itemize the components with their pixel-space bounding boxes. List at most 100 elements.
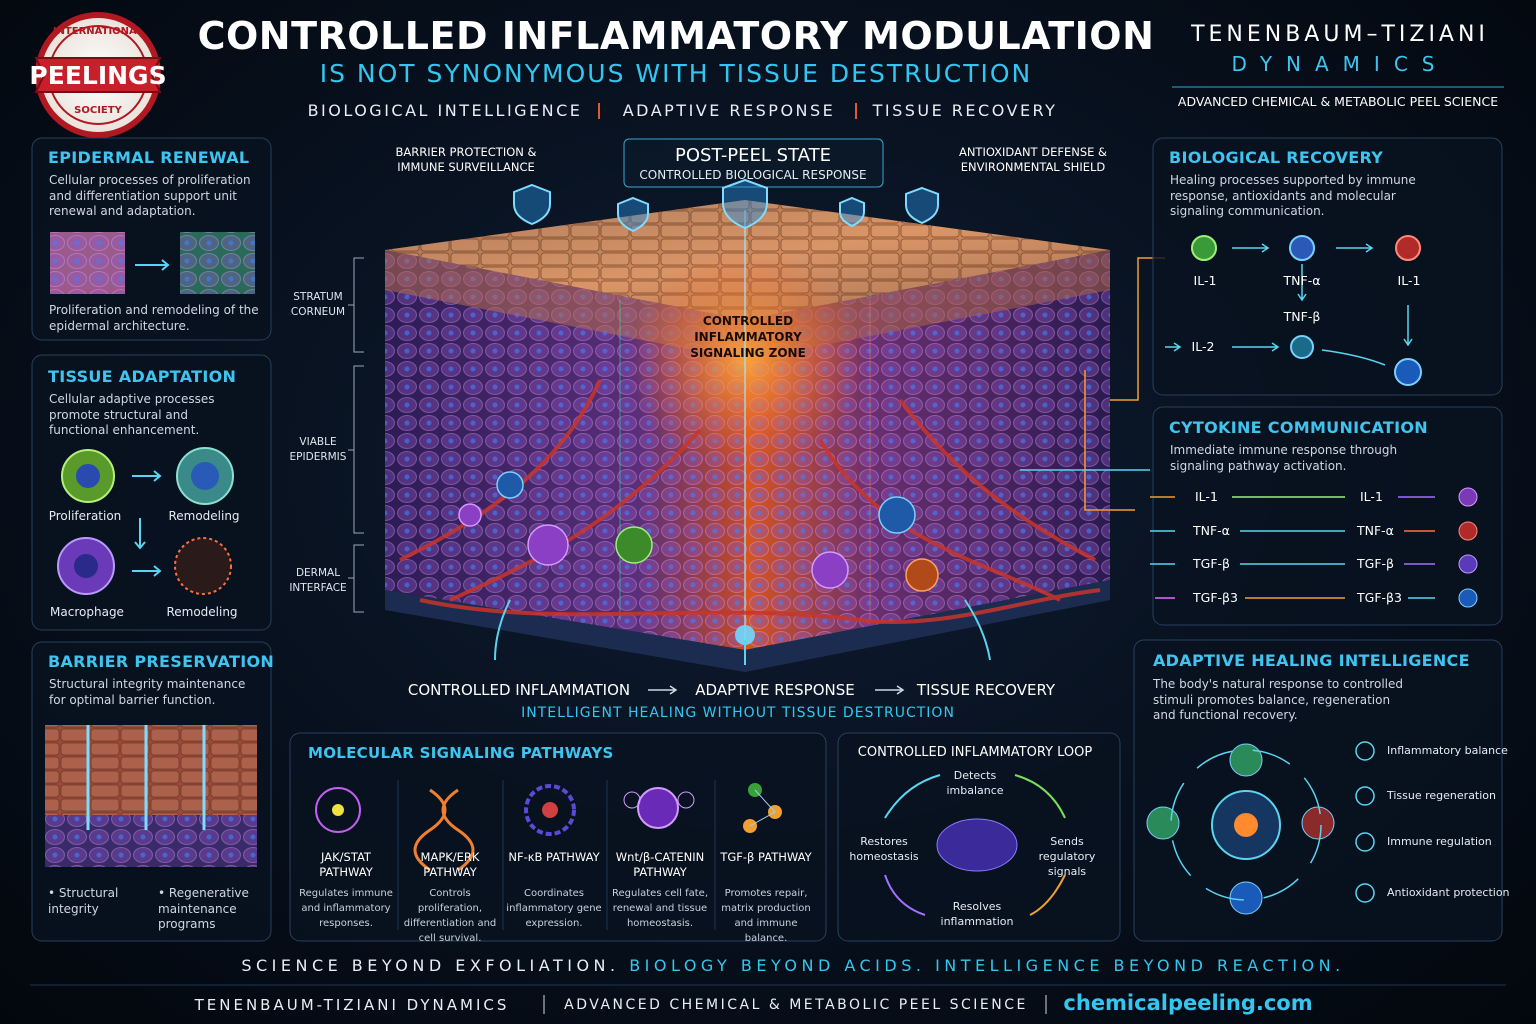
panel-title: CYTOKINE COMMUNICATION [1169,418,1428,437]
decoration [1165,243,1413,366]
panel-text: Structural integrity maintenance for opt… [49,677,246,707]
decoration [458,503,482,527]
decoration [1170,749,1322,901]
tagline-item: ADAPTIVE RESPONSE [622,101,836,120]
decoration [527,524,569,566]
brand-sub: DYNAMICS [1231,52,1449,76]
decoration [1336,243,1374,253]
slogan-part: SCIENCE BEYOND EXFOLIATION. [241,956,620,975]
flow-step: ADAPTIVE RESPONSE [695,681,855,699]
pathway-description: Regulates immune and inflammatory respon… [299,888,393,929]
tagline-item: BIOLOGICAL INTELLIGENCE [307,101,583,120]
decoration [494,599,511,661]
decoration [1191,235,1217,261]
layer-label: STRATUM CORNEUM [290,291,346,318]
brand-tagline: ADVANCED CHEMICAL & METABOLIC PEEL SCIEN… [1177,94,1499,109]
decoration [1232,243,1270,253]
decoration [1152,137,1503,396]
decoration [1146,806,1180,840]
decoration [878,496,916,534]
cytokine-label: TGF-β [1193,556,1230,571]
cytokine-label: TGF-β3 [1357,590,1402,605]
decoration [45,815,257,867]
loop-step: Resolves inflammation [940,900,1014,928]
healing-item: Immune regulation [1387,835,1492,848]
decoration [332,804,344,816]
loop-step: Sends regulatory signals [1038,835,1096,878]
decoration [1395,235,1421,261]
pathway-name: NF-κB PATHWAY [508,850,600,864]
decoration [413,788,475,872]
decoration [884,774,1066,916]
panel-title: CONTROLLED INFLAMMATORY LOOP [857,745,1093,760]
decoration [1297,264,1307,302]
decoration [348,365,364,534]
decoration [289,732,827,942]
decoration [542,802,558,818]
cytokine-label: TGF-β [1357,556,1394,571]
decoration [524,784,576,836]
healing-item: Inflammatory balance [1387,744,1508,757]
decoration [722,178,768,230]
decoration [1355,741,1375,761]
cell-label: Remodeling [168,509,240,523]
decoration [964,599,991,661]
decoration [648,685,905,695]
footer-link[interactable]: chemicalpeeling.com [1063,991,1313,1015]
cytokine-label: TNF-α [1283,273,1321,288]
cytokine-label: IL-1 [1193,273,1217,288]
footer-item: TENENBAUM-TIZIANI DYNAMICS [194,996,510,1014]
cytokine-label: TNF-α [1357,523,1394,538]
decoration [34,57,162,93]
decoration [1229,743,1263,777]
decoration [743,783,782,833]
decoration [1355,832,1375,852]
decoration [884,874,926,916]
decoration [1355,786,1375,806]
panel-caption: Proliferation and remodeling of the epid… [49,303,259,333]
decoration [496,471,524,499]
decoration [623,138,884,188]
center-label: ANTIOXIDANT DEFENSE & ENVIRONMENTAL SHIE… [958,145,1108,174]
decoration [1355,883,1375,903]
decoration [1458,521,1478,541]
decoration [385,580,1110,672]
decoration [180,232,255,294]
layer-label: VIABLE EPIDERMIS [289,436,347,463]
bullet: • Regenerative maintenance programs [158,886,249,931]
panel-text: Cellular processes of proliferation and … [49,173,251,218]
pathway-name: TGF-β PATHWAY [720,850,812,864]
decoration [413,788,475,872]
bullet-text: Structural integrity [48,886,119,916]
cytokine-label: IL-2 [1191,339,1215,354]
logo-bottom: SOCIETY [74,105,122,116]
decoration [1165,342,1182,352]
decoration [86,725,206,830]
decoration [648,685,678,695]
cytokine-label: TNF-β [1283,309,1321,324]
decoration [875,685,905,695]
panel-title: ADAPTIVE HEALING INTELLIGENCE [1153,651,1470,670]
loop-step: Detects imbalance [946,769,1004,797]
cytokine-label: IL-1 [1195,489,1218,504]
decoration [135,259,170,271]
subtitle: IS NOT SYNONYMOUS WITH TISSUE DESTRUCTIO… [319,59,1033,88]
decoration [76,464,100,488]
decoration [45,725,257,815]
decoration [735,625,755,645]
decoration [191,462,219,490]
panel-title: BARRIER PRESERVATION [48,652,275,671]
cytokine-label: TGF-β3 [1193,590,1238,605]
decoration [397,780,716,930]
panel-title: TISSUE ADAPTATION [48,367,237,386]
decoration [623,791,641,809]
cell-label: Proliferation [48,509,122,523]
decoration [513,178,939,233]
decoration [623,787,695,829]
decoration [1458,487,1478,507]
decoration [1229,881,1263,915]
decoration [50,232,125,294]
slogan: SCIENCE BEYOND EXFOLIATION. BIOLOGY BEYO… [241,956,1344,975]
slogan-part: INTELLIGENCE BEYOND REACTION. [935,956,1345,975]
